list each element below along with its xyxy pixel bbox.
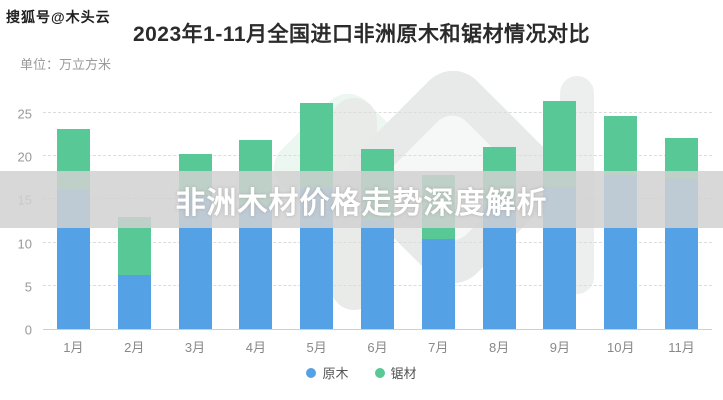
x-tick-label-8月: 8月	[488, 340, 510, 355]
y-tick-label-20: 20	[17, 149, 32, 165]
x-tick-label-2月: 2月	[124, 340, 145, 355]
legend-label-sawnwood: 锯材	[390, 366, 417, 381]
chart-legend: 原木 锯材	[0, 363, 723, 382]
y-tick-label-25: 25	[17, 106, 32, 122]
bar-segment-原木-2月	[117, 274, 151, 329]
legend-label-logs: 原木	[322, 366, 349, 381]
x-tick-label-5月: 5月	[306, 340, 327, 355]
bar-segment-锯材-10月	[604, 116, 638, 176]
x-tick-label-3月: 3月	[184, 340, 206, 355]
bar-segment-原木-7月	[421, 239, 455, 329]
stacked-bar-4月	[239, 139, 273, 329]
x-tick-label-4月: 4月	[245, 340, 266, 355]
chart-title: 2023年1-11月全国进口非洲原木和锯材情况对比	[132, 23, 591, 46]
publisher-watermark: 搜狐号@木头云	[6, 9, 111, 25]
y-tick-label-5: 5	[24, 279, 32, 295]
x-tick-label-10月: 10月	[606, 340, 635, 355]
legend-dot-logs	[306, 367, 317, 378]
stacked-bar-2月	[117, 216, 151, 329]
x-tick-label-6月: 6月	[367, 340, 388, 355]
legend-item-logs: 原木	[306, 363, 349, 382]
caption-banner-text: 非洲木材价格走势深度解析	[175, 186, 548, 220]
stacked-bar-11月	[665, 138, 699, 329]
bar-segment-原木-6月	[360, 220, 394, 329]
y-tick-label-10: 10	[17, 236, 32, 252]
gridline-25	[43, 111, 712, 113]
x-tick-label-11月: 11月	[668, 340, 695, 355]
y-tick-label-0: 0	[24, 322, 32, 338]
x-tick-label-9月: 9月	[549, 340, 571, 355]
legend-dot-sawnwood	[374, 367, 385, 378]
legend-item-sawnwood: 锯材	[374, 363, 417, 382]
stacked-bar-1月	[56, 128, 90, 329]
caption-banner: 非洲木材价格走势深度解析	[0, 171, 723, 228]
x-tick-label-7月: 7月	[428, 340, 449, 355]
y-axis-unit-label: 单位：万立方米	[20, 57, 112, 72]
x-tick-label-1月: 1月	[63, 340, 84, 355]
